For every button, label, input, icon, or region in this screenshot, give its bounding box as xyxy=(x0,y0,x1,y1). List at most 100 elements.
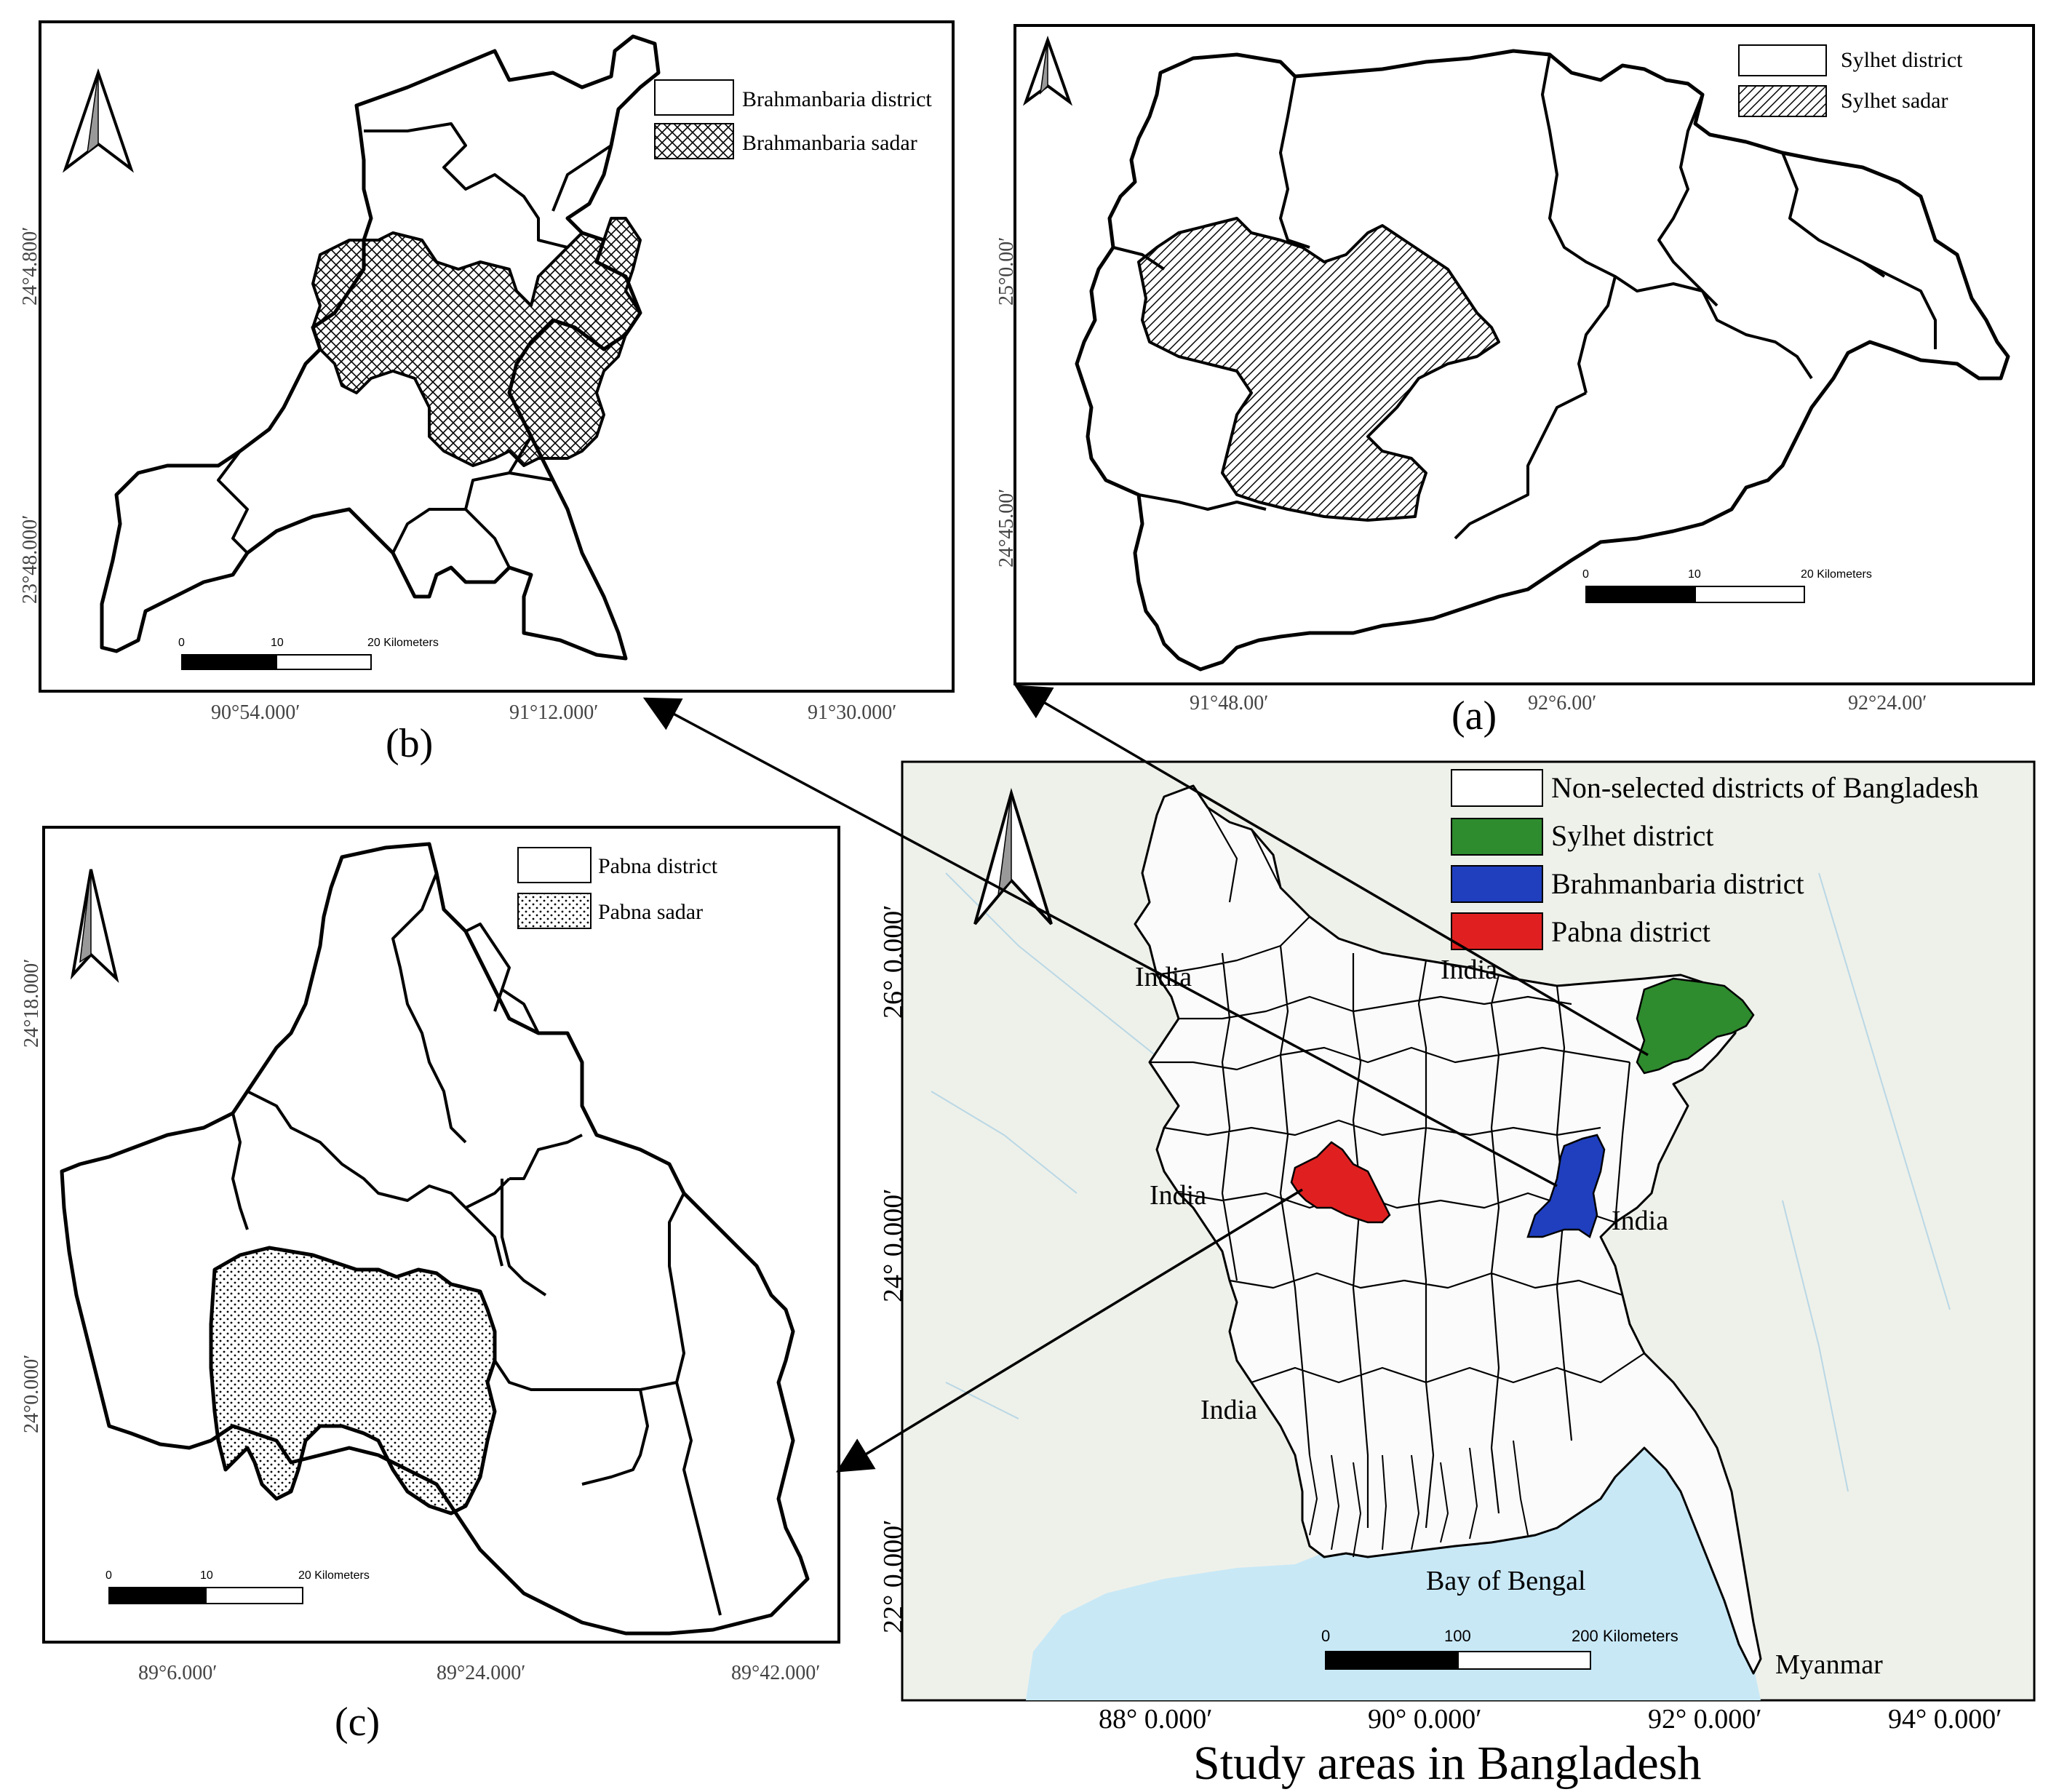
legend-label-sadar: Brahmanbaria sadar xyxy=(742,131,917,155)
pabna-boundary-lines xyxy=(231,872,722,1616)
panel-b-label: (b) xyxy=(386,721,433,766)
brahmanbaria-sadar-hatched xyxy=(311,217,642,467)
sylhet-sadar-hatched xyxy=(1137,217,1500,522)
lon-tick-label: 91°48.00′ xyxy=(1190,692,1268,714)
lat-tick-label: 23°48.000′ xyxy=(19,515,41,604)
scale-tick-20: 20 Kilometers xyxy=(298,1569,370,1582)
lat-tick-label: 25°0.00′ xyxy=(995,237,1018,306)
brahmanbaria-district-outline xyxy=(100,34,661,661)
north-arrow-icon xyxy=(63,68,134,173)
legend-swatch-non-selected xyxy=(1451,769,1543,807)
lon-tick-label: 92°24.00′ xyxy=(1848,692,1927,714)
lat-tick-label: 24°4.800′ xyxy=(19,227,41,306)
main-legend: Non-selected districts of Bangladesh Syl… xyxy=(1451,769,1979,950)
lat-tick-label: 24°45.00′ xyxy=(995,489,1018,568)
scale-tick-10: 10 xyxy=(1688,568,1701,581)
arrow-sylhet-to-panel-a xyxy=(1013,685,1649,1056)
main-scale-bar: 0 100 200 Kilometers xyxy=(1321,1627,1678,1670)
legend-swatch-sadar xyxy=(517,893,592,929)
scale-tick-100: 100 xyxy=(1444,1627,1471,1645)
lon-tick-label: 89°6.000′ xyxy=(138,1662,217,1684)
lat-tick-label: 24° 0.000′ xyxy=(878,1188,909,1302)
legend-swatch-pabna xyxy=(1451,912,1543,950)
panel-a-scale-bar: 0 10 20 Kilometers xyxy=(1582,568,1872,603)
sylhet-district-highlight xyxy=(1636,977,1755,1075)
brahmanbaria-district-highlight xyxy=(1526,1134,1606,1238)
legend-swatch-sylhet xyxy=(1451,818,1543,856)
lat-tick-label: 22° 0.000′ xyxy=(878,1519,909,1633)
pabna-district-outline xyxy=(60,842,810,1636)
lat-tick-label: 24°0.000′ xyxy=(20,1355,43,1433)
bangladesh-outline xyxy=(1134,784,1762,1675)
place-label-myanmar: Myanmar xyxy=(1775,1649,1883,1680)
legend-swatch-sadar xyxy=(654,123,734,159)
panel-a-sylhet: Sylhet district Sylhet sadar 0 10 20 Kil… xyxy=(995,24,2035,738)
place-label-india: India xyxy=(1612,1206,1668,1236)
lon-tick-label: 91°30.000′ xyxy=(808,701,896,724)
place-label-india: India xyxy=(1150,1180,1206,1211)
legend-swatch-district xyxy=(654,79,734,116)
sylhet-district-outline xyxy=(1075,49,2010,672)
scale-tick-20: 20 Kilometers xyxy=(367,637,439,649)
legend-swatch-district xyxy=(517,847,592,883)
lon-tick-label: 89°24.000′ xyxy=(437,1662,525,1684)
scale-tick-10: 10 xyxy=(271,637,284,649)
scale-tick-0: 0 xyxy=(105,1569,112,1582)
panel-a-frame xyxy=(1013,24,2035,685)
panel-b-brahmanbaria: Brahmanbaria district Brahmanbaria sadar… xyxy=(19,20,955,766)
place-label-india: India xyxy=(1135,962,1192,992)
lon-tick-label: 88° 0.000′ xyxy=(1099,1704,1213,1735)
pabna-sadar-dotted xyxy=(209,1246,497,1516)
panel-main-bangladesh: Non-selected districts of Bangladesh Syl… xyxy=(878,760,2036,1790)
sylhet-boundary-lines xyxy=(1112,54,1937,540)
legend-swatch-brahmanbaria xyxy=(1451,865,1543,903)
north-arrow-icon xyxy=(1022,35,1073,106)
panel-c-frame xyxy=(42,826,840,1644)
lon-tick-label: 92° 0.000′ xyxy=(1648,1704,1762,1735)
legend-label-pabna: Pabna district xyxy=(1551,915,1711,948)
scale-tick-0: 0 xyxy=(1582,568,1589,581)
legend-swatch-sadar xyxy=(1738,85,1827,117)
panel-b-legend: Brahmanbaria district Brahmanbaria sadar xyxy=(654,79,932,159)
lon-tick-label: 91°12.000′ xyxy=(509,701,598,724)
legend-label-district: Pabna district xyxy=(598,854,718,878)
connector-arrows xyxy=(642,685,1649,1473)
main-map-title: Study areas in Bangladesh xyxy=(1193,1737,1701,1790)
arrow-brahmanbaria-to-panel-b xyxy=(642,697,1558,1187)
lon-tick-label: 90°54.000′ xyxy=(211,701,300,724)
panel-b-scale-bar: 0 10 20 Kilometers xyxy=(178,637,439,670)
lat-tick-label: 24°18.000′ xyxy=(20,959,43,1048)
legend-label-sadar: Sylhet sadar xyxy=(1841,89,1948,113)
legend-label-brahmanbaria: Brahmanbaria district xyxy=(1551,867,1804,900)
scale-tick-20: 20 Kilometers xyxy=(1801,568,1872,581)
panel-c-pabna: Pabna district Pabna sadar 0 10 20 Kilom… xyxy=(20,826,840,1745)
place-label-india: India xyxy=(1200,1395,1257,1425)
panel-c-scale-bar: 0 10 20 Kilometers xyxy=(105,1569,370,1604)
lon-tick-label: 90° 0.000′ xyxy=(1368,1704,1482,1735)
legend-label-sadar: Pabna sadar xyxy=(598,900,703,924)
north-arrow-icon xyxy=(70,869,119,984)
legend-label-district: Sylhet district xyxy=(1841,48,1963,72)
legend-label-district: Brahmanbaria district xyxy=(742,87,932,111)
lat-tick-label: 26° 0.000′ xyxy=(878,904,909,1019)
arrow-pabna-to-panel-c xyxy=(836,1188,1303,1473)
background-rivers xyxy=(931,872,1951,1492)
place-label-india: India xyxy=(1441,955,1497,985)
place-label-bay-of-bengal: Bay of Bengal xyxy=(1426,1566,1586,1596)
panel-a-label: (a) xyxy=(1451,693,1497,738)
pabna-district-highlight xyxy=(1290,1141,1391,1224)
scale-tick-10: 10 xyxy=(200,1569,213,1582)
lon-tick-label: 89°42.000′ xyxy=(731,1662,820,1684)
legend-label-sylhet: Sylhet district xyxy=(1551,819,1713,852)
lon-tick-label: 94° 0.000′ xyxy=(1888,1704,2002,1735)
panel-a-legend: Sylhet district Sylhet sadar xyxy=(1738,44,1963,117)
legend-label-non-selected: Non-selected districts of Bangladesh xyxy=(1551,771,1979,804)
panel-c-legend: Pabna district Pabna sadar xyxy=(517,847,718,929)
scale-tick-200: 200 Kilometers xyxy=(1572,1627,1678,1645)
panel-c-label: (c) xyxy=(335,1700,380,1745)
scale-tick-0: 0 xyxy=(1321,1627,1330,1645)
lon-tick-label: 92°6.00′ xyxy=(1528,692,1596,714)
scale-tick-0: 0 xyxy=(178,637,185,649)
sundarbans-coastline xyxy=(1309,1440,1529,1558)
